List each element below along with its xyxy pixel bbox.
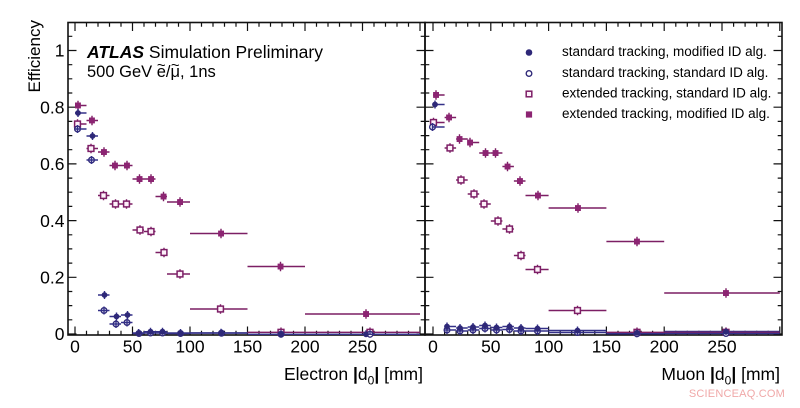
svg-text:0.8: 0.8 [40,97,64,117]
svg-text:200: 200 [650,337,679,357]
svg-text:250: 250 [707,337,736,357]
svg-text:~: ~ [157,57,166,74]
svg-text:1: 1 [55,41,65,61]
svg-text:0: 0 [70,337,80,357]
svg-text:200: 200 [290,337,319,357]
svg-text:100: 100 [534,337,563,357]
svg-text:SCIENCEAQ.COM: SCIENCEAQ.COM [689,388,785,400]
svg-text:150: 150 [592,337,621,357]
svg-text:0.6: 0.6 [40,154,64,174]
svg-text:0: 0 [55,324,65,344]
svg-text:extended tracking, standard ID: extended tracking, standard ID alg. [562,85,771,100]
svg-text:50: 50 [123,337,143,357]
svg-text:Efficiency: Efficiency [25,20,44,93]
svg-text:150: 150 [233,337,262,357]
svg-text:500 GeV e/μ, 1ns: 500 GeV e/μ, 1ns [87,63,216,81]
svg-text:standard tracking, standard ID: standard tracking, standard ID alg. [562,65,768,80]
svg-text:100: 100 [175,337,204,357]
svg-text:standard tracking, modified ID: standard tracking, modified ID alg. [562,44,767,59]
svg-text:~: ~ [171,57,180,74]
svg-text:extended tracking, modified ID: extended tracking, modified ID alg. [562,106,770,121]
svg-text:0.2: 0.2 [40,268,64,288]
svg-text:Muon |d0| [mm]: Muon |d0| [mm] [661,364,780,388]
svg-text:ATLAS Simulation Preliminary: ATLAS Simulation Preliminary [86,42,323,62]
svg-text:0.4: 0.4 [40,211,65,231]
svg-text:250: 250 [348,337,377,357]
svg-text:0: 0 [428,337,438,357]
svg-text:Electron |d0| [mm]: Electron |d0| [mm] [284,364,423,388]
svg-text:50: 50 [481,337,501,357]
